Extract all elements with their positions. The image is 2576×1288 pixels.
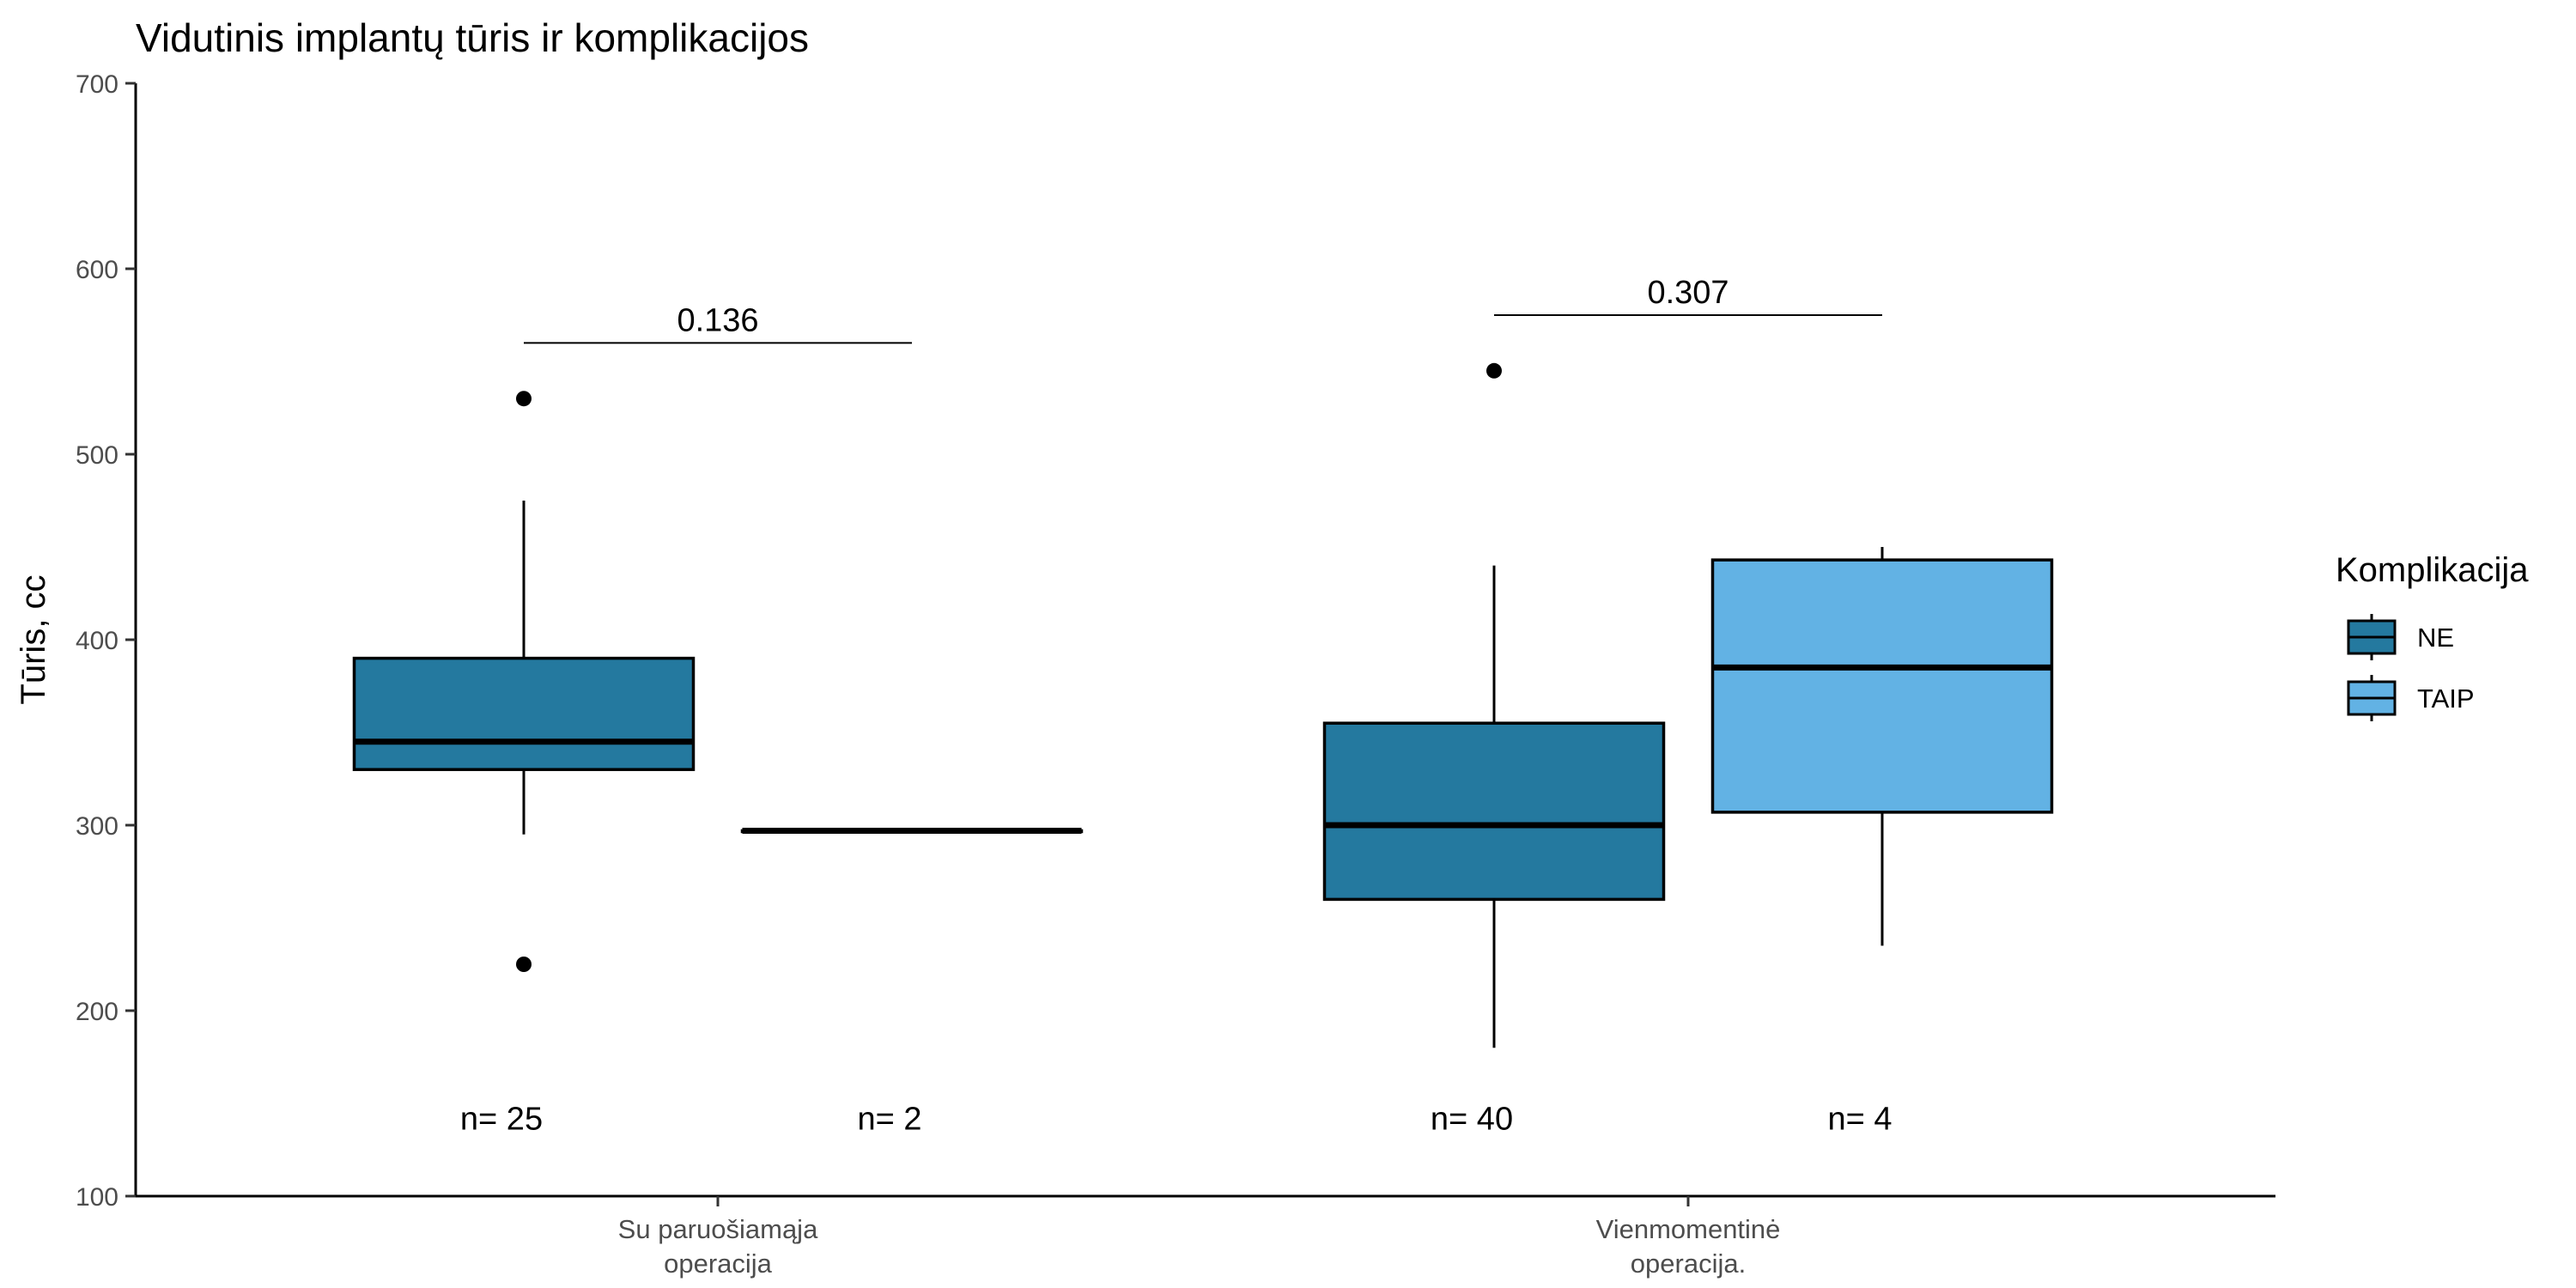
x-tick-label: operacija <box>664 1249 773 1279</box>
legend: Komplikacija NE TAIP <box>2336 551 2529 721</box>
outlier-point <box>1486 362 1502 379</box>
outlier-point <box>516 391 532 407</box>
p-value-label: 0.307 <box>1647 275 1728 311</box>
outlier-point <box>516 957 532 972</box>
box-taip <box>1710 558 2054 814</box>
box-ne <box>352 656 696 771</box>
legend-title: Komplikacija <box>2336 551 2529 589</box>
y-tick-label: 300 <box>76 812 118 841</box>
p-value-label: 0.136 <box>677 302 758 338</box>
plot-area: 100 200 300 400 500 600 700 Su paruošiamąja oper… <box>76 70 2275 1279</box>
x-tick-label: Su paruošiamąja <box>618 1214 818 1244</box>
y-tick-label: 500 <box>76 441 118 470</box>
n-label: n= 2 <box>857 1101 921 1137</box>
y-tick-label: 600 <box>76 256 118 284</box>
y-tick-label: 200 <box>76 998 118 1026</box>
n-label: n= 4 <box>1827 1101 1892 1137</box>
n-label: n= 25 <box>460 1101 543 1137</box>
x-tick-label: operacija. <box>1631 1249 1746 1279</box>
box-ne <box>1322 721 1666 902</box>
y-tick-label: 700 <box>76 70 118 99</box>
n-label: n= 40 <box>1431 1101 1513 1137</box>
y-axis-title: Tūris, cc <box>15 574 52 704</box>
x-tick-label: Vienmomentinė <box>1596 1214 1781 1244</box>
y-tick-label: 400 <box>76 627 118 655</box>
legend-label-taip: TAIP <box>2417 683 2475 714</box>
y-tick-label: 100 <box>76 1183 118 1212</box>
legend-label-ne: NE <box>2417 623 2454 653</box>
chart-title: Vidutinis implantų tūris ir komplikacijo… <box>136 15 809 60</box>
